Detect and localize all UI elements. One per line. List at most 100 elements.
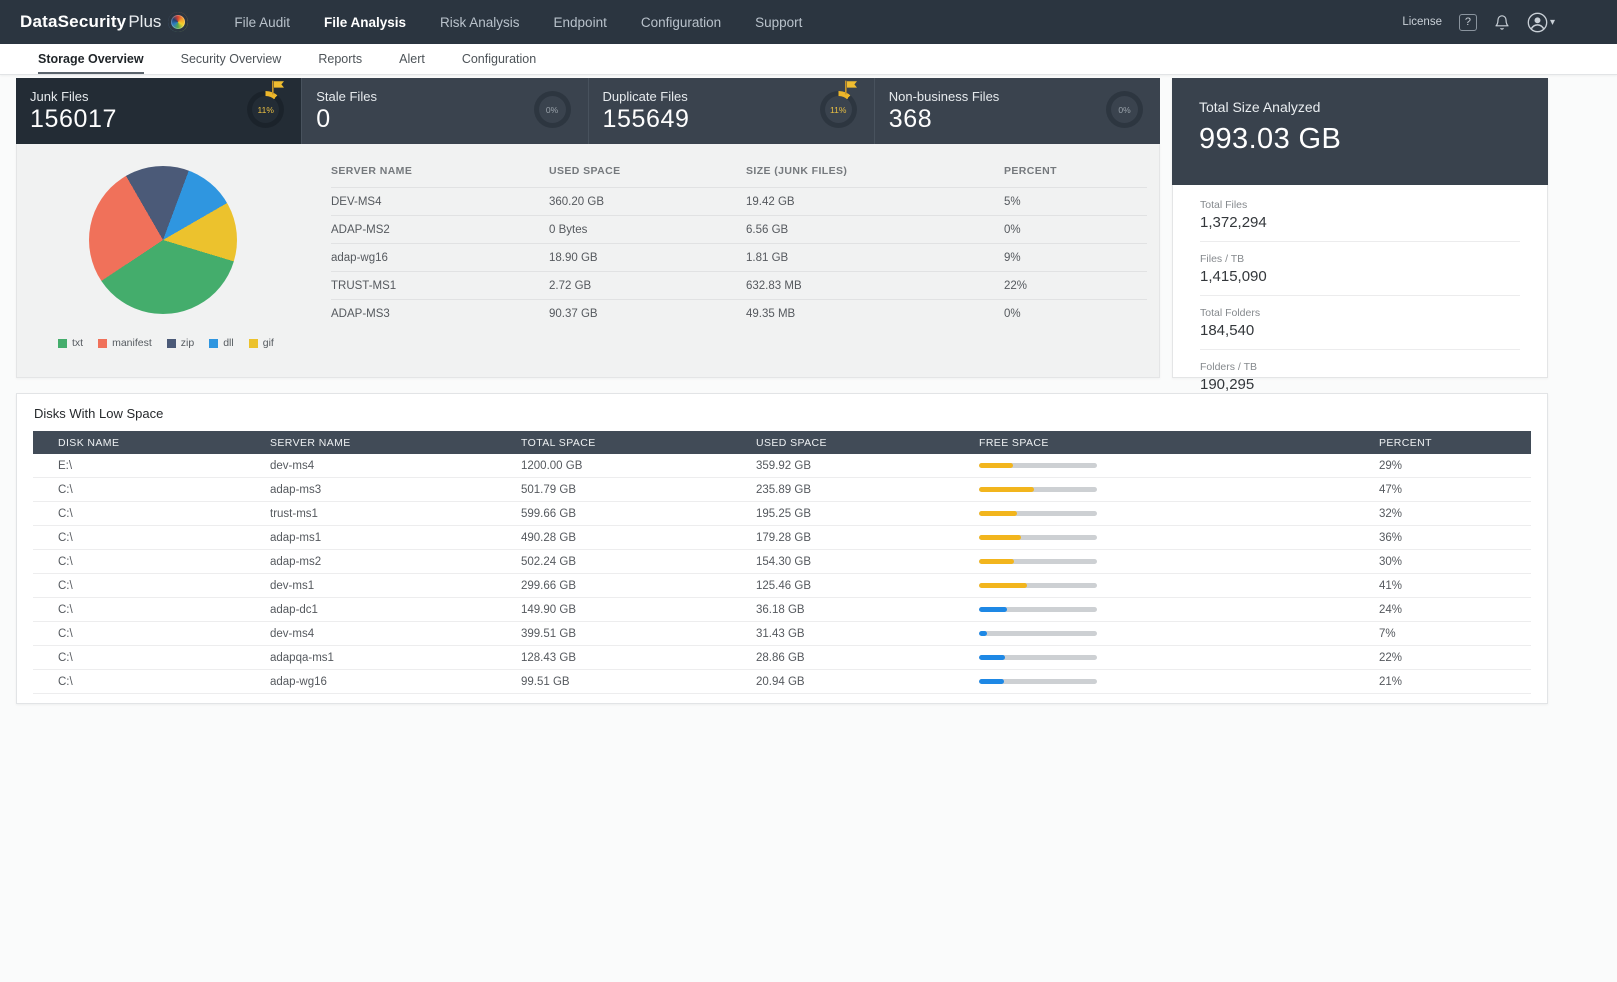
stat-card[interactable]: Duplicate Files 155649 11% (588, 78, 875, 144)
notification-bell-icon[interactable] (1494, 14, 1510, 31)
stat-card-title: Junk Files (30, 89, 89, 104)
topnav-item[interactable]: Configuration (640, 14, 722, 30)
free-space-bar-cell (979, 487, 1379, 492)
topbar: DataSecurity Plus File Audit File Analys… (0, 0, 1617, 44)
disks-header-cell: TOTAL SPACE (521, 436, 596, 449)
server-name-cell: adap-wg16 (270, 675, 327, 688)
total-size-title: Total Size Analyzed (1199, 99, 1321, 115)
subnav-tab[interactable]: Storage Overview (38, 44, 144, 74)
disk-name-cell: C:\ (58, 675, 73, 688)
server-name-cell: dev-ms4 (270, 627, 315, 640)
stat-card-title: Non-business Files (888, 89, 1000, 104)
list-item: Total Folders 184,540 (1200, 296, 1520, 350)
used-space-cell: 195.25 GB (756, 507, 811, 520)
disks-header-cell: FREE SPACE (979, 436, 1049, 449)
percent-cell: 21% (1379, 675, 1403, 688)
percent-cell: 0% (1004, 308, 1021, 320)
topnav-item[interactable]: Support (755, 14, 803, 30)
file-stats-panel: Total Files 1,372,294 Files / TB 1,415,0… (1172, 185, 1548, 393)
junk-table-header-cell: USED SPACE (549, 165, 621, 177)
legend-item[interactable]: dll (209, 337, 234, 349)
stat-card-ring-inner: 11% (824, 96, 852, 123)
percent-cell: 47% (1379, 483, 1403, 496)
stat-card[interactable]: Junk Files 156017 11% (16, 78, 303, 144)
used-space-cell: 154.30 GB (756, 555, 811, 568)
legend-swatch (98, 338, 108, 348)
table-row: C:\ adap-wg16 99.51 GB 20.94 GB 21% (33, 670, 1531, 694)
junk-table-header: SERVER NAME USED SPACE SIZE (JUNK FILES)… (331, 158, 1147, 187)
stat-card-badge: 0% (1104, 80, 1144, 140)
table-row: ADAP-MS2 0 Bytes 6.56 GB 0% (331, 215, 1147, 243)
stat-card-percent: 0% (545, 104, 559, 115)
stat-card-ring: 0% (533, 91, 571, 128)
subnav-tab[interactable]: Alert (399, 52, 425, 66)
server-name-cell: DEV-MS4 (331, 196, 382, 208)
disk-name-cell: C:\ (58, 627, 73, 640)
junk-files-pie-chart (89, 166, 237, 314)
total-space-cell: 502.24 GB (521, 555, 576, 568)
subnav-tab[interactable]: Configuration (461, 52, 537, 66)
legend-label: txt (72, 337, 84, 349)
total-size-value: 993.03 GB (1199, 123, 1342, 155)
used-space-cell: 90.37 GB (549, 308, 598, 320)
free-space-bar-cell (979, 511, 1379, 516)
progress-bar-track (979, 463, 1097, 468)
brand-logo-icon (168, 12, 189, 32)
legend-item[interactable]: txt (58, 337, 83, 349)
brand[interactable]: DataSecurity Plus (20, 12, 189, 32)
percent-cell: 9% (1004, 252, 1021, 264)
stat-card[interactable]: Non-business Files 368 0% (874, 78, 1160, 144)
table-row: C:\ dev-ms4 399.51 GB 31.43 GB 7% (33, 622, 1531, 646)
disks-header-cell: PERCENT (1379, 436, 1432, 449)
disks-low-space-panel: Disks With Low Space DISK NAME SERVER NA… (16, 393, 1548, 704)
topnav-item[interactable]: File Analysis (323, 14, 406, 30)
progress-bar-track (979, 511, 1097, 516)
legend-swatch (58, 338, 67, 348)
free-space-bar-cell (979, 583, 1379, 588)
percent-cell: 5% (1004, 196, 1021, 208)
free-space-bar-cell (979, 631, 1379, 636)
progress-bar-fill (979, 559, 1015, 564)
disks-table: DISK NAME SERVER NAME TOTAL SPACE USED S… (33, 431, 1531, 694)
license-button[interactable]: License (1402, 16, 1442, 28)
server-name-cell: adapqa-ms1 (270, 651, 334, 664)
user-avatar-icon[interactable]: ▾ (1527, 12, 1555, 33)
legend-item[interactable]: manifest (98, 337, 152, 349)
disks-header-cell: SERVER NAME (270, 436, 351, 449)
stat-label: Folders / TB (1200, 361, 1257, 373)
server-name-cell: adap-ms3 (270, 483, 322, 496)
storage-overview-block: Junk Files 156017 11% (16, 78, 1160, 378)
junk-table-header-cell: SIZE (JUNK FILES) (746, 165, 848, 177)
topnav-item[interactable]: File Audit (234, 14, 290, 30)
subnav-tab[interactable]: Reports (318, 52, 363, 66)
junk-size-cell: 19.42 GB (746, 196, 795, 208)
table-row: C:\ adap-ms1 490.28 GB 179.28 GB 36% (33, 526, 1531, 550)
stat-card-value: 155649 (602, 105, 690, 133)
subnav-tab[interactable]: Security Overview (180, 52, 282, 66)
legend-item[interactable]: zip (166, 337, 194, 349)
junk-files-panel: txt manifest zip dll (16, 144, 1160, 378)
progress-bar-track (979, 631, 1097, 636)
progress-bar-fill (979, 487, 1035, 492)
topnav-item[interactable]: Endpoint (553, 14, 607, 30)
progress-bar-track (979, 679, 1097, 684)
topnav-item[interactable]: Risk Analysis (440, 14, 520, 30)
main-content: Junk Files 156017 11% (0, 75, 1617, 393)
table-row: C:\ adap-ms3 501.79 GB 235.89 GB 47% (33, 478, 1531, 502)
help-icon[interactable]: ? (1458, 13, 1477, 31)
disk-name-cell: E:\ (58, 459, 73, 472)
table-row: adap-wg16 18.90 GB 1.81 GB 9% (331, 243, 1147, 271)
server-name-cell: ADAP-MS2 (331, 224, 390, 236)
progress-bar-fill (979, 655, 1005, 660)
stat-cards-row: Junk Files 156017 11% (16, 78, 1160, 144)
server-name-cell: adap-wg16 (331, 252, 388, 264)
free-space-bar-cell (979, 607, 1379, 612)
percent-cell: 0% (1004, 224, 1021, 236)
disks-header-cell: DISK NAME (58, 436, 120, 449)
legend-item[interactable]: gif (248, 337, 274, 349)
total-space-cell: 1200.00 GB (521, 459, 583, 472)
stat-card[interactable]: Stale Files 0 0% (302, 78, 589, 144)
stat-card-ring-inner: 11% (252, 96, 280, 123)
used-space-cell: 179.28 GB (756, 531, 811, 544)
total-size-card: Total Size Analyzed 993.03 GB (1172, 78, 1548, 185)
